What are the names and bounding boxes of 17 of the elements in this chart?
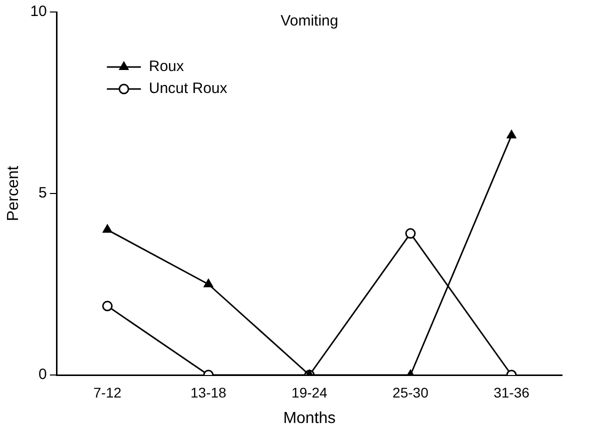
- x-tick-label: 25-30: [392, 384, 429, 400]
- chart-title: Vomiting: [280, 12, 338, 30]
- point: [405, 228, 416, 239]
- point: [506, 130, 516, 138]
- x-tick-label: 19-24: [292, 384, 328, 400]
- y-axis-title: Percent: [5, 165, 22, 222]
- y-tick-label: 0: [38, 366, 47, 384]
- x-axis-title: Months: [283, 410, 336, 427]
- y-tick-label: 10: [30, 3, 47, 20]
- point: [102, 224, 112, 233]
- x-tick-label: 13-18: [190, 384, 227, 400]
- y-tick-label: 5: [38, 184, 47, 202]
- x-tick-label: 7-12: [93, 384, 122, 400]
- legend-label: Roux: [148, 58, 184, 76]
- legend-label: Uncut Roux: [148, 80, 228, 98]
- point: [204, 279, 214, 288]
- x-tick-label: 31-36: [494, 384, 530, 400]
